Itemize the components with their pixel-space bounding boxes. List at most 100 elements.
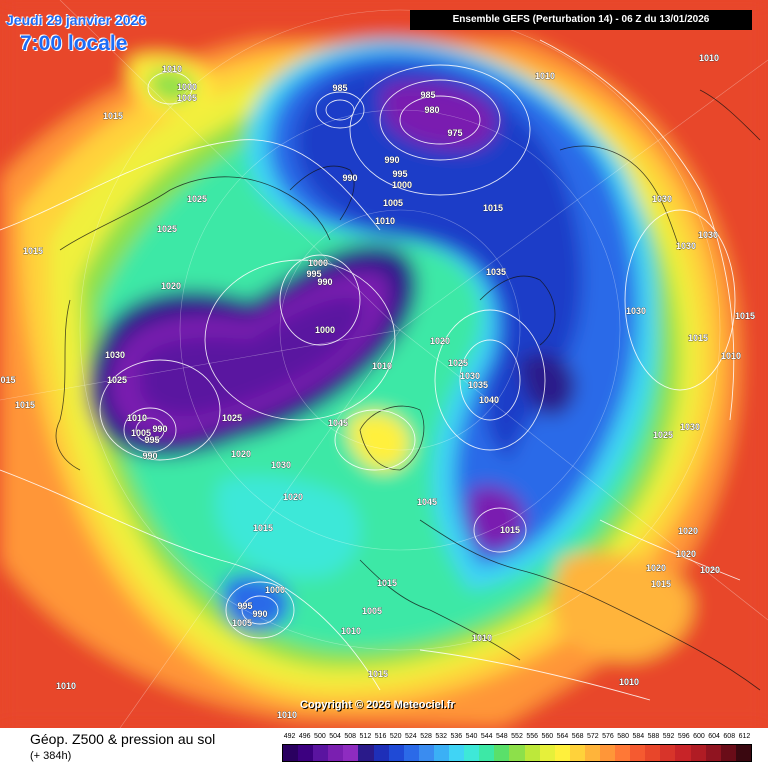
legend-swatch: [735, 745, 751, 761]
isobar-pressure-label: 1025: [222, 413, 242, 423]
legend-swatch: [464, 745, 480, 761]
isobar-pressure-label: 985: [420, 90, 435, 100]
isobar-pressure-label: 990: [317, 277, 332, 287]
isobar-pressure-label: 1020: [283, 492, 303, 502]
isobar-pressure-label: 995: [306, 269, 321, 279]
isobar-pressure-label: 1010: [56, 681, 76, 691]
legend-value-label: 608: [723, 733, 736, 740]
legend-value-label: 532: [435, 733, 448, 740]
product-title: Géop. Z500 & pression au sol: [30, 731, 216, 747]
isobar-pressure-label: 1015: [15, 400, 35, 410]
isobar-pressure-label: 1000: [392, 180, 412, 190]
isobar-pressure-label: 1045: [328, 418, 348, 428]
legend-value-label: 556: [526, 733, 538, 740]
legend-swatch: [298, 745, 314, 761]
weather-map: 1010100010051015985985980975101010109909…: [0, 0, 768, 728]
isobar-pressure-label: 1030: [626, 306, 646, 316]
isobar-pressure-label: 990: [142, 451, 157, 461]
isobar-pressure-label: 1030: [698, 230, 718, 240]
isobar-pressure-label: 1030: [105, 350, 125, 360]
isobar-pressure-label: 1035: [468, 380, 488, 390]
legend-value-label: 504: [329, 733, 341, 740]
forecast-date: Jeudi 29 janvier 2026: [6, 12, 147, 28]
legend-value-label: 496: [298, 733, 311, 740]
isobar-pressure-label: 995: [144, 435, 159, 445]
isobar-pressure-label: 985: [332, 83, 347, 93]
legend-swatch: [388, 745, 404, 761]
legend-swatch: [569, 745, 585, 761]
isobar-pressure-label: 1005: [383, 198, 403, 208]
legend-swatch: [509, 745, 525, 761]
isobar-pressure-label: 995: [237, 601, 252, 611]
isobar-pressure-label: 1015: [377, 578, 397, 588]
legend-value-label: 596: [677, 733, 690, 740]
isobar-pressure-label: 1020: [646, 563, 666, 573]
isobar-pressure-label: 1035: [486, 267, 506, 277]
legend-swatch: [343, 745, 359, 761]
map-footer: Géop. Z500 & pression au sol (+ 384h) 49…: [0, 728, 768, 768]
isobar-pressure-label: 1005: [232, 618, 252, 628]
legend-swatch: [449, 745, 465, 761]
isobar-pressure-label: 1005: [362, 606, 382, 616]
legend-value-label: 584: [632, 733, 645, 740]
isobar-pressure-label: 1015: [253, 523, 273, 533]
isobar-pressure-label: 1015: [103, 111, 123, 121]
legend-value-label: 520: [389, 733, 402, 740]
legend-value-label: 612: [738, 733, 751, 740]
legend-swatch: [283, 745, 299, 761]
isobar-pressure-label: 1015: [651, 579, 671, 589]
isobar-pressure-label: 1025: [107, 375, 127, 385]
isobar-pressure-label: 1010: [127, 413, 147, 423]
isobar-pressure-label: 1005: [131, 428, 151, 438]
legend-value-label: 512: [359, 733, 372, 740]
isobar-pressure-label: 990: [342, 173, 357, 183]
isobar-pressure-label: 1010: [535, 71, 555, 81]
pressure-labels: 1010100010051015985985980975101010109909…: [0, 53, 755, 721]
legend-value-label: 564: [556, 733, 569, 740]
isobar-pressure-label: 1015: [483, 203, 503, 213]
isobar-pressure-label: 1010: [721, 351, 741, 361]
model-run-info: Ensemble GEFS (Perturbation 14) - 06 Z d…: [410, 10, 752, 30]
legend-swatch: [615, 745, 631, 761]
legend-swatch: [690, 745, 706, 761]
legend-value-label: 604: [708, 733, 720, 740]
geopotential-field: [0, 0, 768, 728]
legend-value-label: 540: [465, 733, 478, 740]
legend-value-label: 572: [586, 733, 599, 740]
isobar-pressure-label: 1020: [700, 565, 720, 575]
legend-swatch: [358, 745, 374, 761]
legend-swatch: [403, 745, 419, 761]
legend-swatch: [313, 745, 329, 761]
isobar-pressure-label: 1020: [161, 281, 181, 291]
legend-value-label: 568: [571, 733, 584, 740]
legend-value-label: 508: [344, 733, 357, 740]
isobar-pressure-label: 1010: [372, 361, 392, 371]
isobar-pressure-label: 1010: [277, 710, 297, 720]
isobar-pressure-label: 015: [0, 375, 15, 385]
isobar-pressure-label: 990: [384, 155, 399, 165]
legend-swatch: [630, 745, 646, 761]
isobar-pressure-label: 1015: [500, 525, 520, 535]
isobar-pressure-label: 1020: [430, 336, 450, 346]
legend-swatch: [705, 745, 721, 761]
isobar-pressure-label: 1030: [271, 460, 291, 470]
isobar-pressure-label: 1025: [187, 194, 207, 204]
isobar-pressure-label: 1025: [448, 358, 468, 368]
isobar-pressure-label: 975: [447, 128, 462, 138]
isobars: [0, 39, 741, 701]
legend-swatch: [660, 745, 676, 761]
legend-value-label: 580: [617, 733, 629, 740]
isobar-pressure-label: 990: [252, 609, 267, 619]
isobar-pressure-label: 1015: [368, 669, 388, 679]
isobar-pressure-label: 1030: [652, 194, 672, 204]
legend-swatch: [373, 745, 389, 761]
forecast-local-time: 7:00 locale: [20, 32, 128, 55]
legend-value-label: 524: [405, 733, 417, 740]
isobar-pressure-label: 1000: [315, 325, 335, 335]
isobar-pressure-label: 1040: [479, 395, 499, 405]
legend-swatch: [524, 745, 540, 761]
color-legend: 492 496 500 504 508 512 516 520 524 528 532 536 540 5…: [282, 733, 752, 762]
isobar-pressure-label: 1045: [417, 497, 437, 507]
coastlines: [55, 89, 761, 691]
